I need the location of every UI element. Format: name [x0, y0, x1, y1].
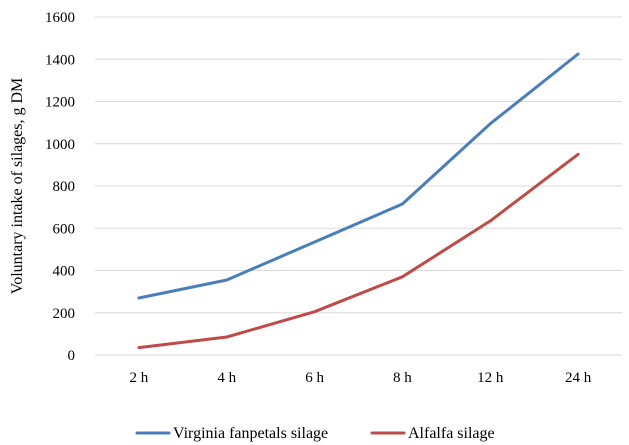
legend-label-1: Alfalfa silage [408, 425, 495, 442]
y-tick-label: 0 [68, 348, 76, 364]
series-line-0 [137, 52, 580, 300]
series-line-1 [137, 152, 580, 350]
x-tick-label: 12 h [477, 370, 504, 386]
y-tick-label: 600 [53, 221, 76, 237]
y-tick-label: 1000 [45, 137, 75, 153]
y-tick-label: 1400 [45, 52, 75, 68]
x-tick-label: 6 h [305, 370, 324, 386]
gridlines [95, 16, 622, 314]
x-tick-label: 2 h [130, 370, 149, 386]
x-axis-ticks: 2 h 4 h 6 h 8 h 12 h 24 h [130, 370, 592, 386]
y-tick-label: 1600 [45, 10, 75, 26]
y-tick-label: 1200 [45, 95, 75, 111]
legend: Virginia fanpetals silage Alfalfa silage [135, 425, 495, 442]
series-lines [137, 52, 580, 350]
legend-label-0: Virginia fanpetals silage [173, 425, 328, 442]
x-tick-label: 4 h [217, 370, 236, 386]
y-axis-title: Voluntary intake of silages, g DM [9, 78, 26, 295]
y-tick-label: 200 [53, 306, 76, 322]
y-axis-ticks: 0 200 400 600 800 1000 1200 1400 1600 [45, 10, 75, 364]
y-tick-label: 800 [53, 179, 76, 195]
y-tick-label: 400 [53, 264, 76, 280]
x-tick-label: 24 h [565, 370, 592, 386]
x-tick-label: 8 h [393, 370, 412, 386]
